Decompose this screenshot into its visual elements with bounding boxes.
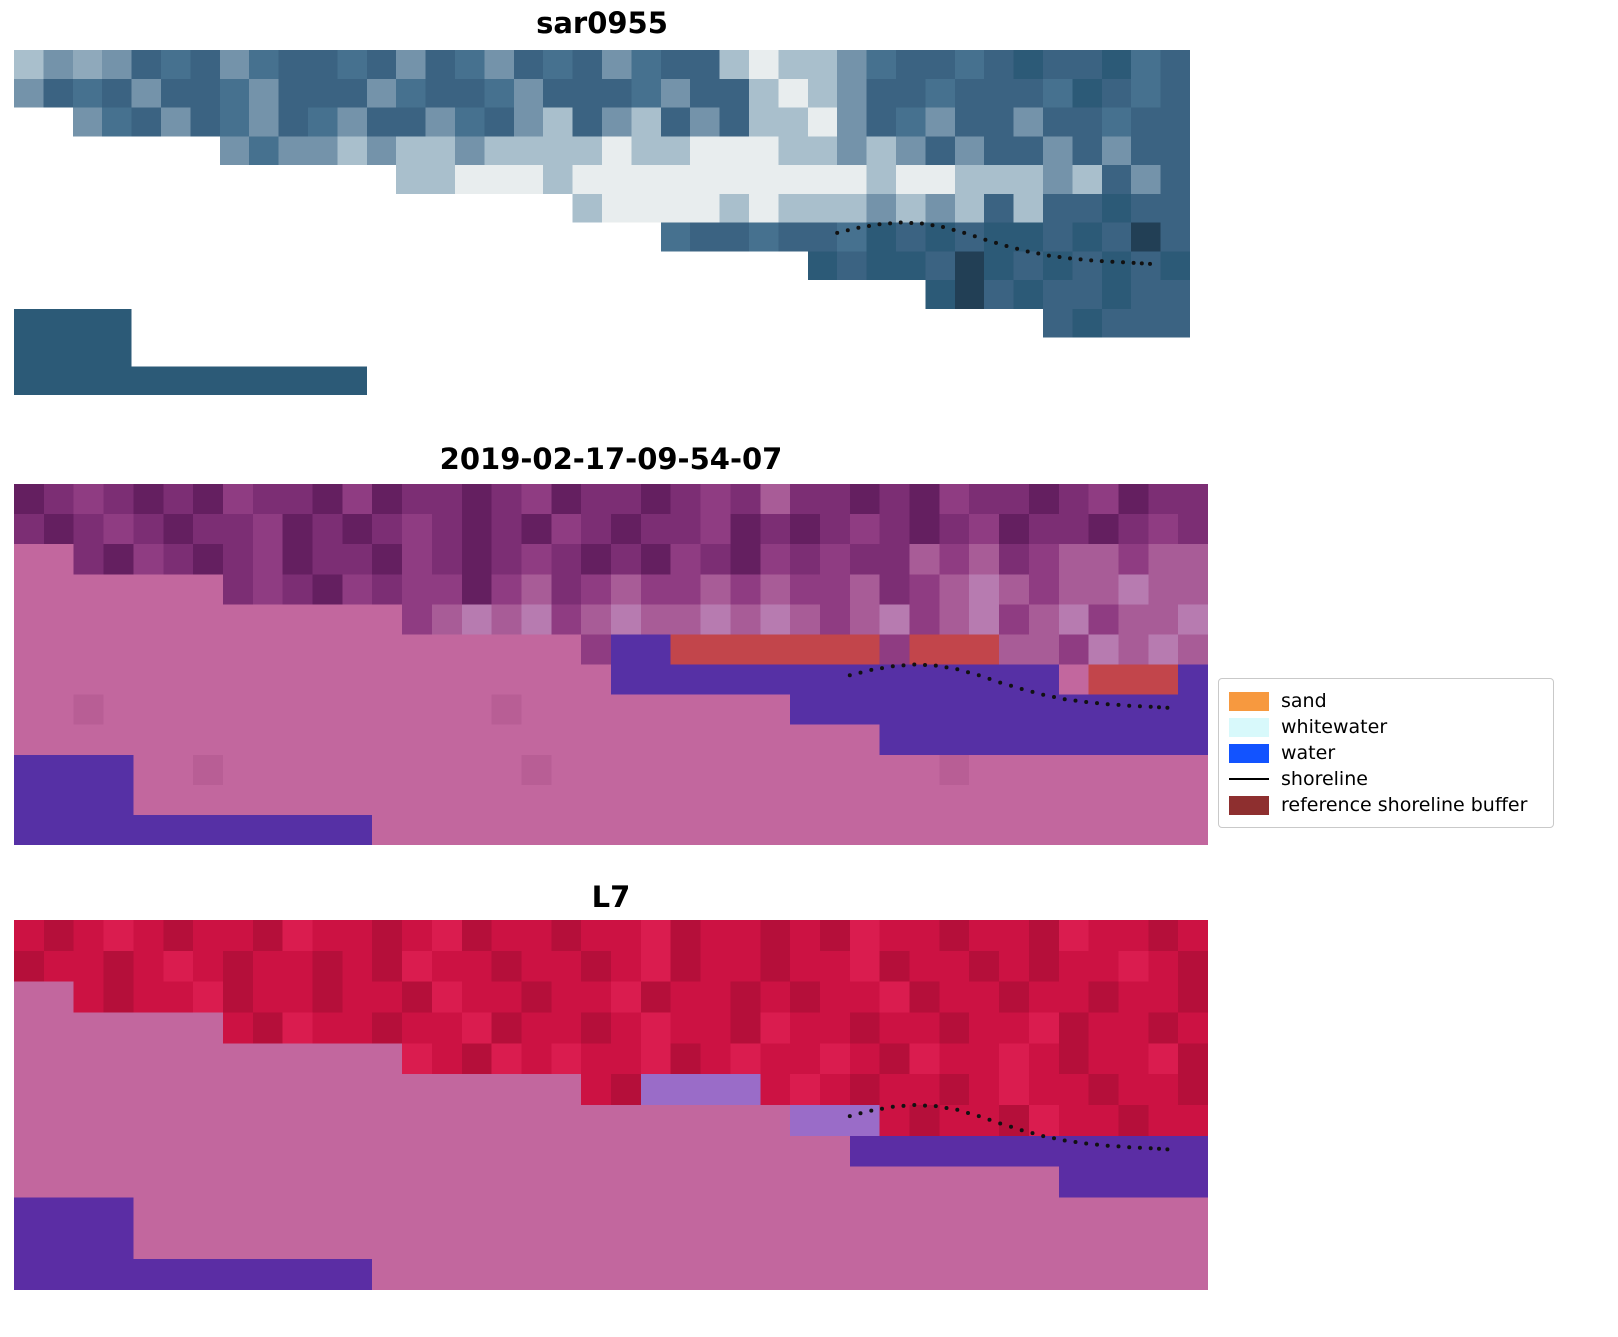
- legend: sand whitewater water shoreline reference sh…: [1218, 678, 1554, 828]
- legend-label: sand: [1281, 690, 1327, 712]
- shoreline-line-icon: [1229, 770, 1269, 789]
- classified-overlay-canvas: [14, 484, 1208, 845]
- sar-image-canvas: [14, 50, 1190, 395]
- legend-label: whitewater: [1281, 716, 1388, 738]
- l7-overlay-canvas: [14, 920, 1208, 1290]
- legend-item-whitewater: whitewater: [1229, 714, 1543, 740]
- legend-label: reference shoreline buffer: [1281, 794, 1528, 816]
- panel-title-sar: sar0955: [536, 6, 668, 40]
- legend-item-shoreline: shoreline: [1229, 766, 1543, 792]
- legend-label: water: [1281, 742, 1336, 764]
- legend-item-water: water: [1229, 740, 1543, 766]
- legend-items: sand whitewater water shoreline reference sh…: [1229, 688, 1543, 818]
- panel-title-classified-date: 2019-02-17-09-54-07: [439, 442, 783, 476]
- shoreline-line: [1229, 778, 1269, 780]
- legend-item-sand: sand: [1229, 688, 1543, 714]
- legend-label: shoreline: [1281, 768, 1368, 790]
- legend-color-swatch: [1229, 691, 1269, 711]
- legend-color-swatch: [1229, 743, 1269, 763]
- sar-image-panel: [14, 50, 1190, 395]
- classified-overlay-panel: [14, 484, 1208, 845]
- panel-title-l7: L7: [591, 880, 631, 914]
- legend-color-swatch: [1229, 717, 1269, 737]
- legend-color-swatch: [1229, 795, 1269, 815]
- legend-item-reference-shoreline-buffer: reference shoreline buffer: [1229, 792, 1543, 818]
- l7-overlay-panel: [14, 920, 1208, 1290]
